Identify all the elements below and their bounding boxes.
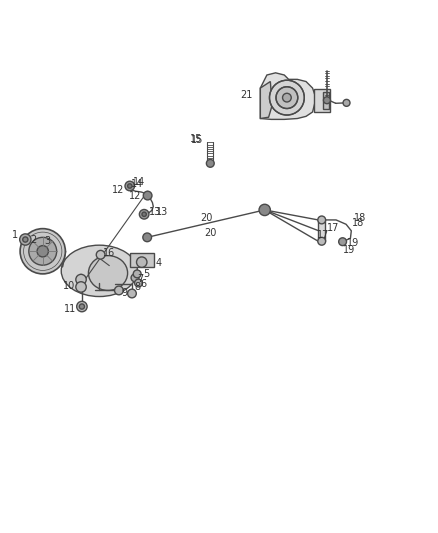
Circle shape: [133, 270, 141, 278]
Bar: [314, 90, 330, 112]
Circle shape: [76, 274, 86, 285]
Bar: [130, 254, 154, 266]
Circle shape: [77, 301, 87, 312]
Circle shape: [125, 181, 134, 191]
Circle shape: [134, 279, 142, 287]
Text: 14: 14: [133, 176, 145, 187]
Circle shape: [206, 159, 214, 167]
Circle shape: [127, 289, 136, 298]
Circle shape: [137, 257, 147, 268]
Circle shape: [143, 233, 152, 241]
Text: 21: 21: [240, 90, 253, 100]
Text: 16: 16: [103, 247, 115, 257]
Text: 10: 10: [63, 281, 75, 291]
Circle shape: [76, 282, 86, 292]
Text: 8: 8: [134, 282, 140, 293]
Polygon shape: [260, 73, 315, 119]
Circle shape: [269, 80, 304, 115]
Text: 7: 7: [137, 274, 143, 284]
Circle shape: [131, 274, 139, 282]
Circle shape: [79, 304, 85, 309]
Circle shape: [283, 93, 291, 102]
Text: 14: 14: [131, 179, 143, 189]
Circle shape: [318, 216, 325, 224]
Text: 3: 3: [44, 236, 50, 246]
Circle shape: [29, 237, 57, 265]
Text: 5: 5: [143, 269, 149, 279]
Text: 15: 15: [190, 134, 202, 144]
Text: 6: 6: [141, 279, 147, 289]
Text: 12: 12: [129, 191, 141, 200]
Text: 15: 15: [191, 135, 204, 146]
Circle shape: [343, 99, 350, 107]
Text: 13: 13: [149, 207, 162, 217]
Circle shape: [139, 209, 149, 219]
Text: 20: 20: [200, 213, 212, 223]
Text: 9: 9: [121, 288, 127, 298]
Text: 4: 4: [156, 258, 162, 268]
Circle shape: [37, 246, 48, 257]
Circle shape: [259, 204, 270, 215]
Text: 19: 19: [347, 238, 359, 247]
Circle shape: [142, 212, 146, 216]
Text: 19: 19: [343, 245, 355, 255]
Circle shape: [115, 286, 123, 295]
Text: 2: 2: [30, 235, 36, 245]
Bar: [318, 220, 325, 241]
Text: 17: 17: [327, 223, 339, 233]
Ellipse shape: [61, 245, 138, 296]
Text: 12: 12: [112, 185, 124, 195]
Circle shape: [20, 234, 31, 245]
Circle shape: [276, 87, 298, 109]
Text: 13: 13: [156, 207, 168, 216]
Text: 17: 17: [318, 230, 330, 240]
Circle shape: [127, 184, 132, 188]
Circle shape: [23, 237, 28, 242]
Text: 1: 1: [12, 230, 18, 240]
Circle shape: [20, 229, 65, 274]
Circle shape: [96, 251, 105, 259]
Circle shape: [339, 238, 346, 246]
Circle shape: [323, 97, 330, 104]
Text: 20: 20: [204, 228, 216, 238]
Text: 18: 18: [353, 213, 366, 223]
Bar: [322, 92, 329, 109]
Ellipse shape: [88, 256, 127, 290]
Circle shape: [143, 191, 152, 200]
Text: 11: 11: [64, 304, 76, 314]
Polygon shape: [260, 82, 272, 118]
Text: 18: 18: [352, 218, 364, 228]
Circle shape: [318, 237, 325, 245]
